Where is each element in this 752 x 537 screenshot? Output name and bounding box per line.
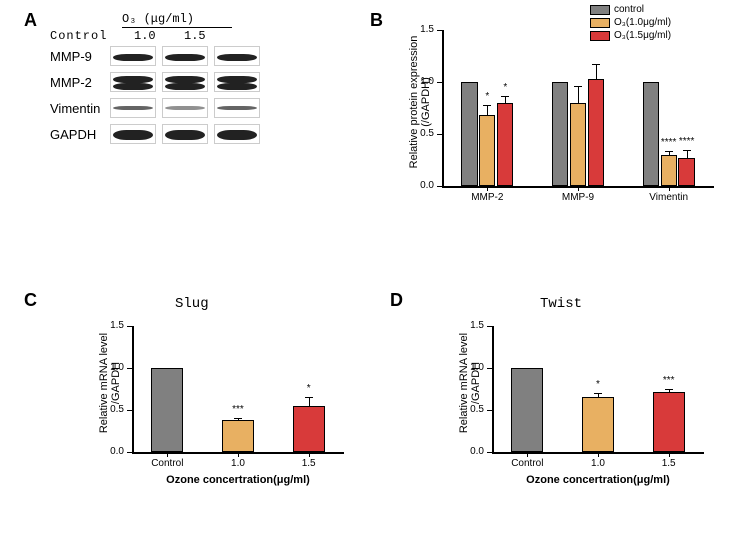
blot-lane — [162, 46, 208, 66]
bar — [570, 103, 586, 186]
legend-label: O₃(1.0μg/ml) — [614, 17, 671, 28]
panel-b-chart: 0.00.51.01.5Relative protein expression(… — [400, 20, 720, 230]
legend-label: control — [614, 4, 644, 15]
panel-d-chart: 0.00.51.01.5Relative mRNA level/GAPDHCon… — [450, 316, 710, 496]
blot-lane — [110, 46, 156, 66]
blot-lane — [214, 124, 260, 144]
blot-lane — [214, 98, 260, 118]
blot-row: MMP-2 — [50, 72, 280, 92]
bar — [643, 82, 659, 186]
panel-c-chart: 0.00.51.01.5Relative mRNA level/GAPDHCon… — [90, 316, 350, 496]
blot-lane — [214, 72, 260, 92]
blot-row: MMP-9 — [50, 46, 280, 66]
bar — [661, 155, 677, 186]
wb-lane-control: Control — [50, 29, 107, 43]
legend-label: O₃(1.5μg/ml) — [614, 30, 671, 41]
blot-protein-label: GAPDH — [50, 127, 110, 142]
panel-a-blot: O₃ (μg/ml) Control 1.0 1.5 MMP-9 MMP-2 Vim… — [50, 12, 280, 150]
panel-c-title: Slug — [175, 296, 209, 312]
bar — [511, 368, 543, 452]
panel-c-label: C — [24, 290, 37, 311]
wb-lane-2: 1.5 — [184, 29, 206, 43]
wb-lane-1: 1.0 — [134, 29, 156, 43]
legend-control: control — [590, 4, 671, 15]
bar — [222, 420, 254, 452]
panel-b-legend: control O₃(1.0μg/ml) O₃(1.5μg/ml) — [590, 4, 671, 43]
wb-header-unit: O₃ (μg/ml) — [122, 12, 194, 26]
blot-protein-label: MMP-2 — [50, 75, 110, 90]
bar — [151, 368, 183, 452]
bar — [479, 115, 495, 186]
blot-protein-label: Vimentin — [50, 101, 110, 116]
bar — [582, 397, 614, 452]
blot-lane — [214, 46, 260, 66]
blot-protein-label: MMP-9 — [50, 49, 110, 64]
blot-lane — [162, 124, 208, 144]
bar — [653, 392, 685, 452]
blot-row: Vimentin — [50, 98, 280, 118]
panel-b-label: B — [370, 10, 383, 31]
panel-a-label: A — [24, 10, 37, 31]
blot-lane — [110, 98, 156, 118]
blot-lane — [110, 124, 156, 144]
bar — [678, 158, 694, 186]
blot-lane — [110, 72, 156, 92]
legend-o3-15: O₃(1.5μg/ml) — [590, 30, 671, 41]
blot-lane — [162, 98, 208, 118]
bar — [293, 406, 325, 452]
bar — [497, 103, 513, 186]
panel-d-label: D — [390, 290, 403, 311]
bar — [588, 79, 604, 186]
blot-row: GAPDH — [50, 124, 280, 144]
blot-lane — [162, 72, 208, 92]
bar — [552, 82, 568, 186]
panel-d-title: Twist — [540, 296, 582, 312]
legend-o3-10: O₃(1.0μg/ml) — [590, 17, 671, 28]
